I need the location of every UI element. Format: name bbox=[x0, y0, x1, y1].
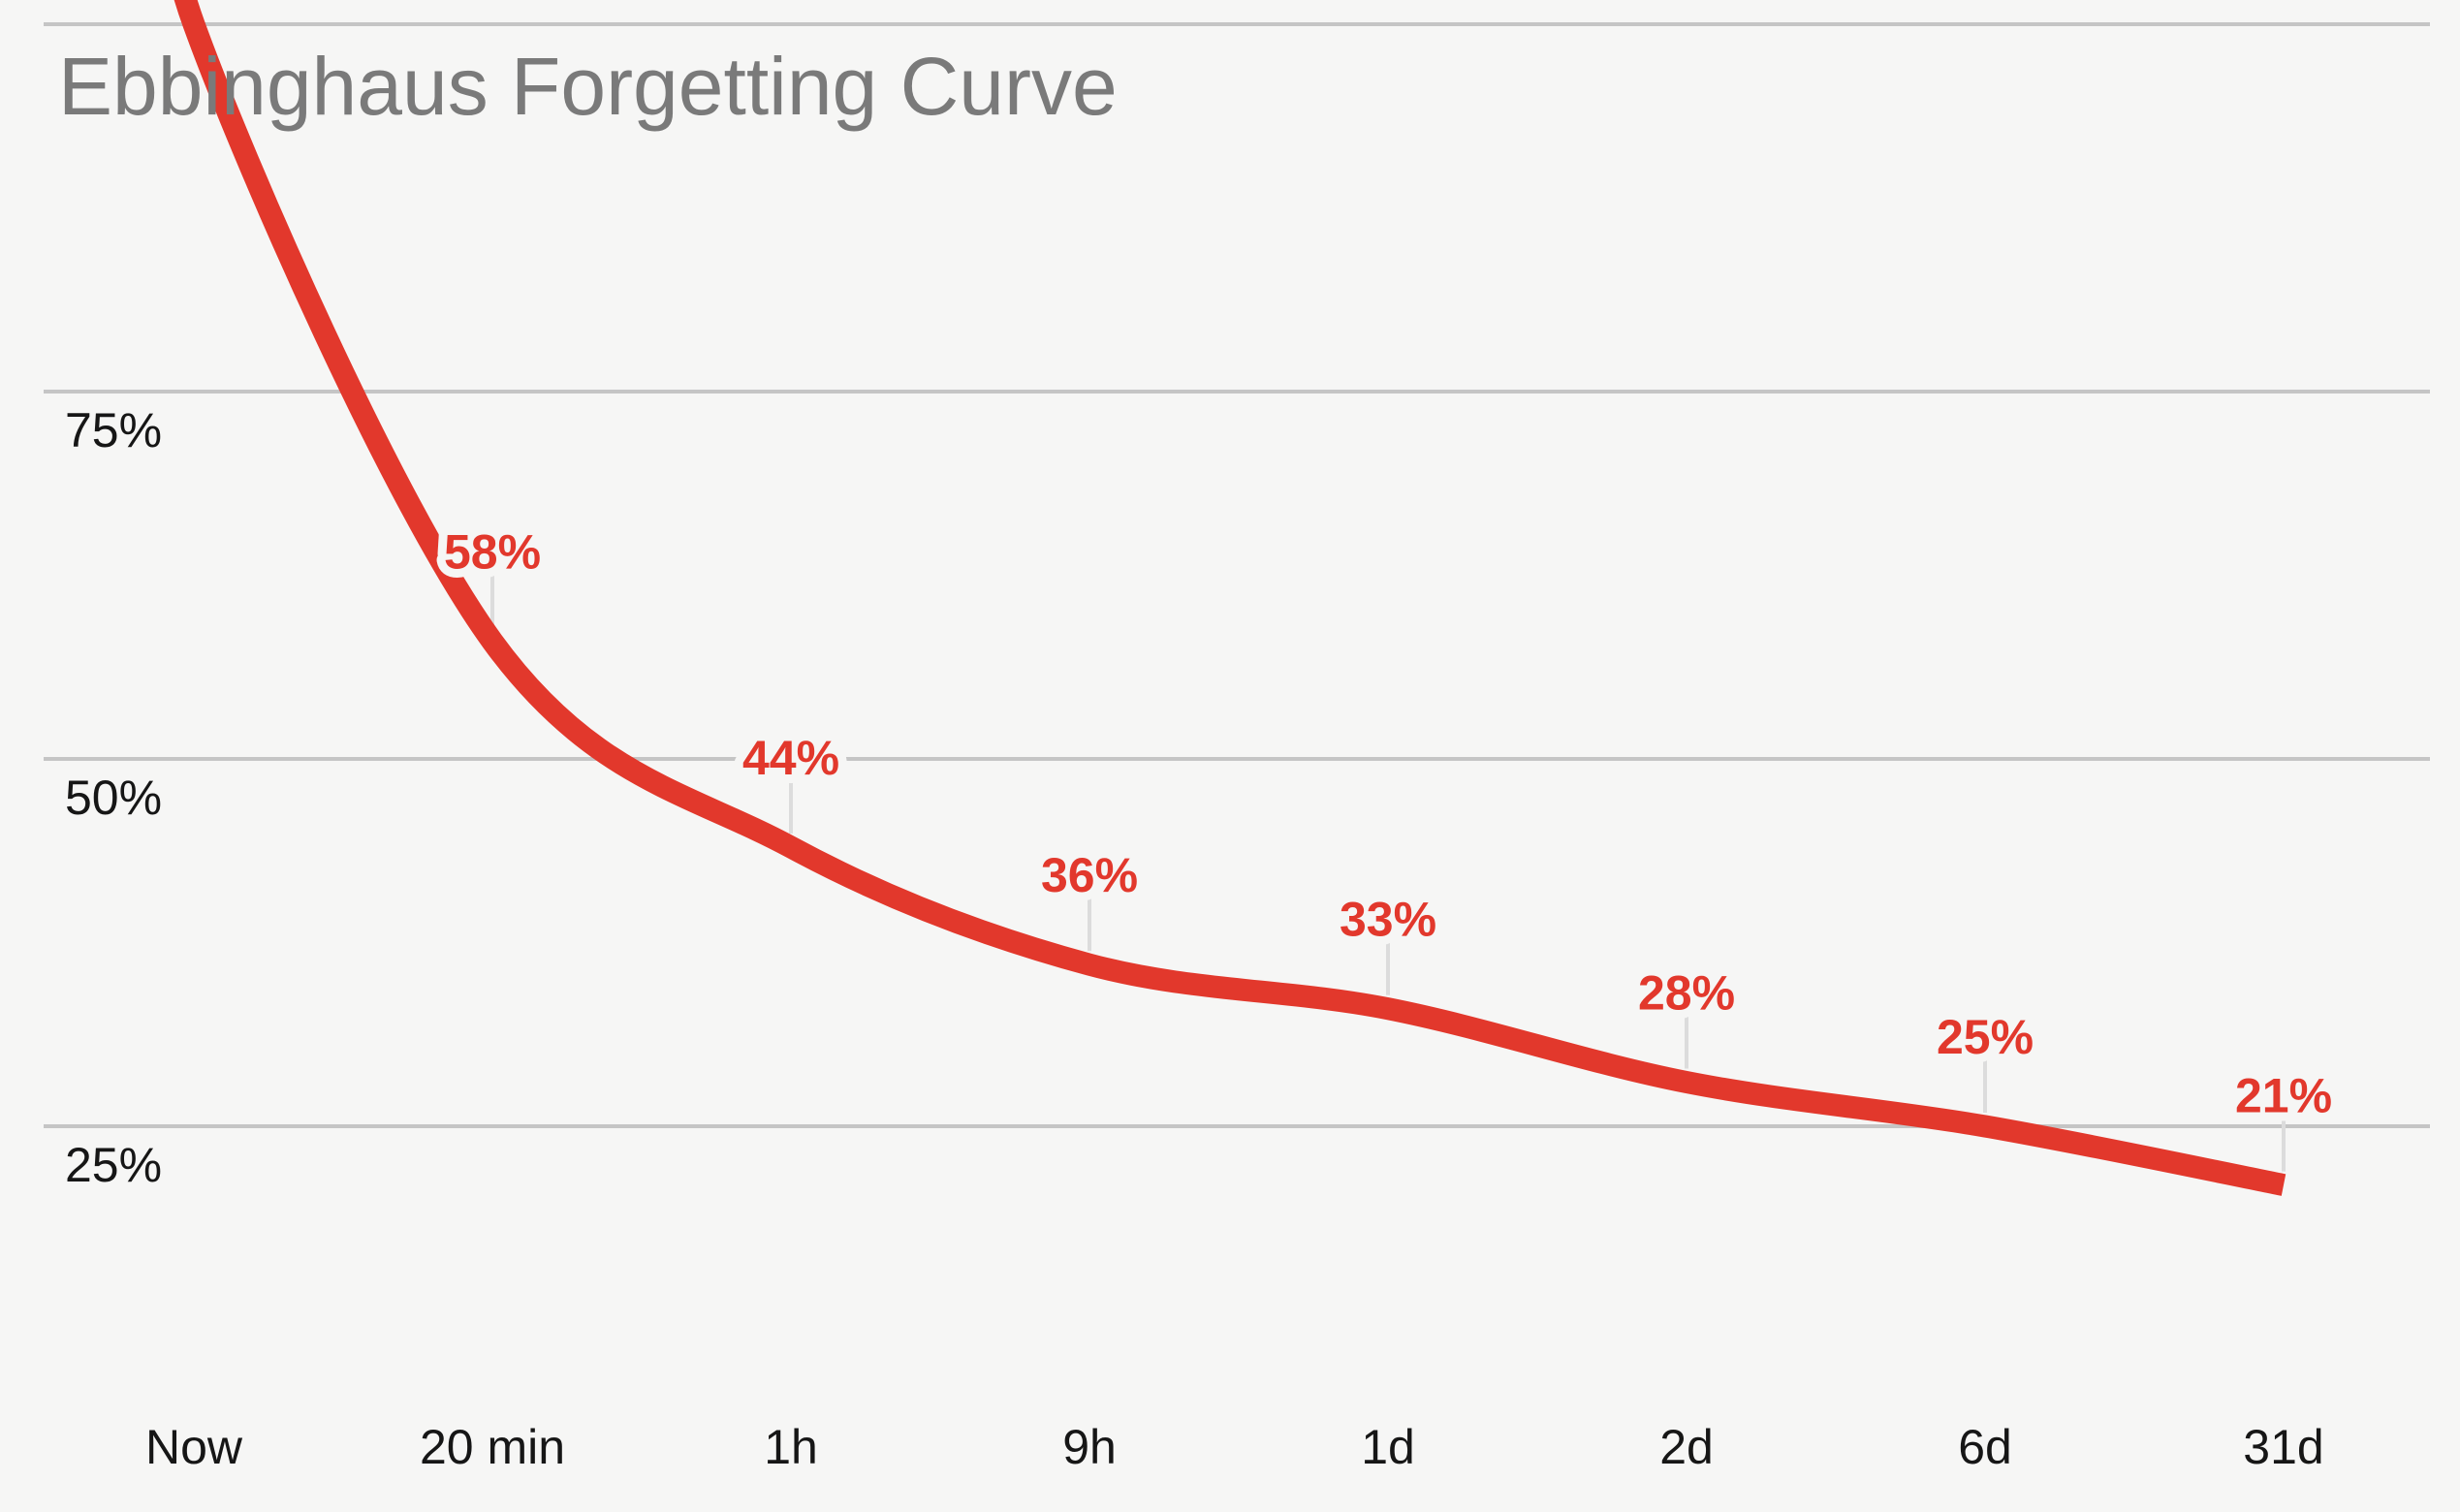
point-label-1d: 33% bbox=[1340, 893, 1436, 947]
gridlines bbox=[44, 22, 2430, 1128]
y-axis-labels: 75% 50% 25% bbox=[65, 403, 162, 1192]
x-axis-label-2d: 2d bbox=[1659, 1420, 1714, 1474]
y-axis-label-75: 75% bbox=[65, 403, 162, 457]
point-label-31d: 21% bbox=[2235, 1069, 2332, 1123]
point-labels: 58% 44% 36% 33% 28% 25% 21% bbox=[435, 517, 2341, 1132]
x-axis-label-1h: 1h bbox=[764, 1420, 818, 1474]
point-label-6d: 25% bbox=[1937, 1010, 2034, 1064]
point-label-9h: 36% bbox=[1041, 848, 1138, 902]
point-ticks bbox=[490, 575, 2286, 1172]
x-axis-label-9h: 9h bbox=[1062, 1420, 1117, 1474]
x-axis-label-6d: 6d bbox=[1958, 1420, 2012, 1474]
point-label-20-min: 58% bbox=[444, 525, 541, 580]
point-label-2d: 28% bbox=[1638, 966, 1735, 1021]
point-label-1h: 44% bbox=[742, 731, 839, 785]
chart-title: Ebbinghaus Forgetting Curve bbox=[58, 41, 1118, 132]
x-axis-label-20-min: 20 min bbox=[420, 1420, 565, 1474]
x-axis-label-now: Now bbox=[145, 1420, 243, 1474]
curve-layer bbox=[173, 0, 2287, 1196]
x-axis-label-1d: 1d bbox=[1361, 1420, 1415, 1474]
x-axis-label-31d: 31d bbox=[2243, 1420, 2323, 1474]
retention-curve bbox=[173, 0, 2287, 1196]
y-axis-label-25: 25% bbox=[65, 1138, 162, 1192]
y-axis-label-50: 50% bbox=[65, 771, 162, 825]
x-axis-labels: Now 20 min 1h 9h 1d 2d 6d 31d bbox=[145, 1420, 2324, 1474]
